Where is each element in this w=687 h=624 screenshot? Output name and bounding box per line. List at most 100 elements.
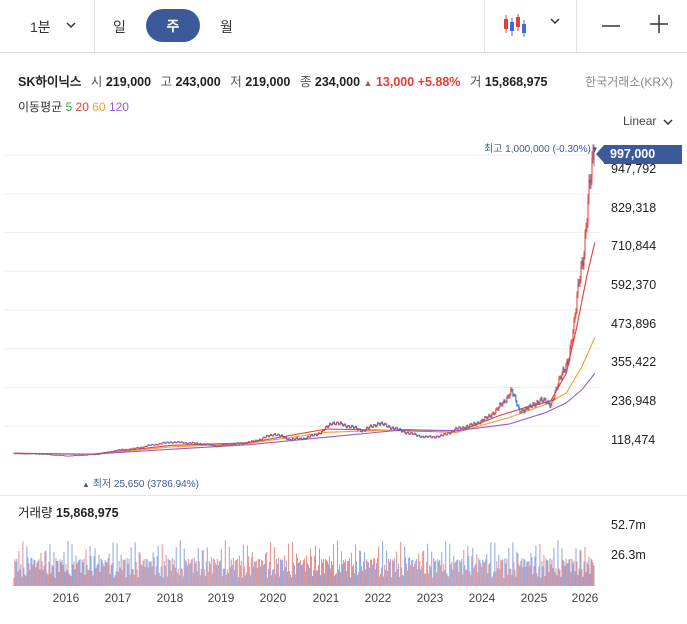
volume-bar (26, 546, 28, 586)
candle-body (294, 438, 296, 440)
candle-body (451, 430, 453, 433)
chevron-down-icon[interactable] (550, 17, 560, 25)
candle-body (443, 434, 445, 436)
candle-body (489, 414, 491, 417)
candlestick-icon[interactable] (502, 12, 528, 38)
volume-bar (349, 558, 351, 586)
candle-body (210, 444, 212, 446)
volume-bar (55, 558, 57, 586)
volume-bar (279, 559, 281, 586)
candle-body (77, 454, 79, 456)
candle-body (218, 445, 220, 447)
candle-body (135, 447, 137, 449)
candle-body (512, 390, 514, 396)
candle-body (134, 448, 136, 449)
x-tick-label: 2023 (416, 591, 444, 605)
volume-bar (400, 541, 402, 586)
volume-bar (282, 570, 284, 586)
volume-bar (227, 573, 229, 586)
candle-body (481, 419, 483, 421)
candle-body (417, 435, 419, 437)
moving-average-legend[interactable]: 이동평균 5 20 60 120 (18, 98, 129, 115)
candle-body (153, 445, 155, 447)
volume-bar (201, 550, 203, 586)
candle-body (337, 422, 339, 424)
candle-body (257, 440, 259, 442)
candle-body (553, 398, 555, 401)
volume-bar (171, 557, 173, 586)
candle-body (446, 434, 448, 436)
volume-bar (105, 561, 107, 586)
volume-bar (176, 572, 178, 586)
candle-body (308, 437, 310, 438)
candle-body (117, 449, 119, 451)
candle-body (364, 430, 366, 432)
minus-icon[interactable] (601, 16, 621, 36)
volume-chart[interactable] (0, 520, 600, 586)
candle-body (56, 454, 58, 456)
volume-bar (551, 559, 553, 586)
plus-icon[interactable] (649, 14, 669, 34)
candle-body (550, 404, 552, 408)
volume-bar (184, 560, 186, 586)
volume-bar (364, 552, 366, 586)
candle-body (100, 453, 102, 455)
candle-body (460, 427, 462, 430)
candle-body (346, 426, 348, 428)
volume-bar (74, 569, 76, 586)
candle-body (32, 453, 34, 454)
candle-body (517, 405, 519, 407)
candle-body (214, 445, 216, 447)
volume-bar (462, 574, 464, 586)
candle-body (455, 427, 457, 430)
y-tick-label: 473,896 (611, 317, 657, 331)
volume-bar (467, 546, 469, 586)
candle-body (529, 404, 531, 407)
x-tick-label: 2018 (156, 591, 184, 605)
candle-body (13, 453, 15, 455)
volume-bar (30, 558, 32, 586)
candle-body (452, 430, 454, 432)
volume-bar (588, 556, 590, 586)
volume-bar (452, 569, 454, 586)
volume-bar (445, 541, 447, 586)
candle-body (229, 444, 231, 446)
candle-body (544, 398, 546, 400)
volume-bar (205, 561, 207, 586)
volume-bar (196, 571, 198, 586)
scale-mode-select[interactable]: Linear (623, 114, 673, 128)
candle-body (378, 422, 380, 424)
candle-body (69, 455, 71, 457)
volume-bar (120, 554, 122, 586)
volume-bar (433, 558, 435, 586)
volume-bar (566, 563, 568, 586)
volume-bar (244, 575, 246, 586)
candle-body (216, 446, 218, 448)
candle-body (590, 179, 592, 184)
candle-body (516, 401, 518, 406)
chevron-down-icon[interactable] (66, 21, 76, 29)
volume-bar (252, 566, 254, 586)
volume-bar (267, 569, 269, 586)
volume-bar (476, 554, 478, 586)
volume-bar (508, 547, 510, 586)
volume-bar (87, 569, 89, 586)
tab-week[interactable]: 주 (146, 9, 200, 42)
candle-body (564, 370, 566, 372)
candle-body (386, 424, 388, 427)
volume-bar (556, 575, 558, 586)
volume-bar (503, 577, 505, 586)
candle-body (108, 451, 110, 453)
candle-body (169, 441, 171, 443)
price-chart[interactable] (0, 130, 687, 495)
tab-month[interactable]: 월 (220, 19, 233, 35)
interval-select-label[interactable]: 1분 (30, 19, 51, 35)
candle-body (61, 455, 63, 457)
candle-body (106, 451, 108, 453)
candle-body (469, 424, 471, 427)
volume-bar (497, 568, 499, 586)
tab-day[interactable]: 일 (113, 19, 126, 35)
volume-bar (242, 544, 244, 586)
candle-body (353, 426, 355, 429)
volume-bar (36, 562, 38, 586)
